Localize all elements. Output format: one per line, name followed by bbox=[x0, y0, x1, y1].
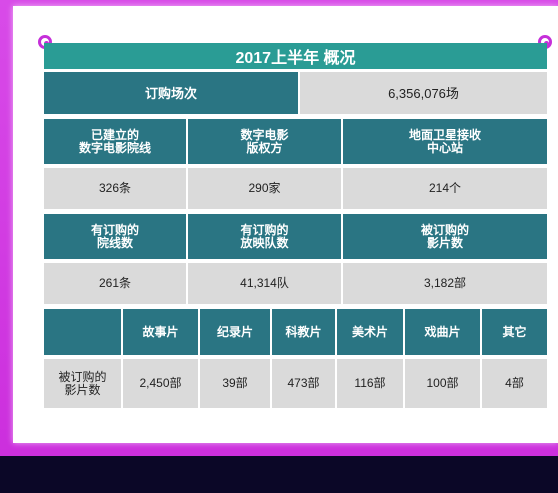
genre-value-other: 4部 bbox=[482, 359, 547, 408]
infra-header-copyright-owners: 数字电影 版权方 bbox=[188, 119, 341, 164]
genre-value-feature: 2,450部 bbox=[123, 359, 198, 408]
genre-header-documentary: 纪录片 bbox=[200, 309, 270, 355]
genre-value-opera: 100部 bbox=[405, 359, 480, 408]
genre-header-corner bbox=[44, 309, 121, 355]
genre-value-documentary: 39部 bbox=[200, 359, 270, 408]
orders-value-lines: 261条 bbox=[44, 263, 186, 304]
infra-header-satellite-stations: 地面卫星接收 中心站 bbox=[343, 119, 547, 164]
genre-row-label: 被订购的 影片数 bbox=[44, 359, 121, 408]
summary-label: 订购场次 bbox=[44, 72, 298, 114]
genre-header-feature: 故事片 bbox=[123, 309, 198, 355]
page-title: 2017上半年 概况 bbox=[44, 43, 547, 69]
genre-header-animation: 美术片 bbox=[337, 309, 403, 355]
genre-header-other: 其它 bbox=[482, 309, 547, 355]
infra-value-copyright-owners: 290家 bbox=[188, 168, 341, 209]
infra-header-cinema-lines: 已建立的 数字电影院线 bbox=[44, 119, 186, 164]
footer-band bbox=[0, 456, 558, 493]
infra-value-satellite-stations: 214个 bbox=[343, 168, 547, 209]
genre-header-opera: 戏曲片 bbox=[405, 309, 480, 355]
summary-value: 6,356,076场 bbox=[300, 72, 547, 114]
genre-value-science: 473部 bbox=[272, 359, 335, 408]
orders-value-teams: 41,314队 bbox=[188, 263, 341, 304]
genre-header-science: 科教片 bbox=[272, 309, 335, 355]
infra-value-cinema-lines: 326条 bbox=[44, 168, 186, 209]
orders-header-lines: 有订购的 院线数 bbox=[44, 214, 186, 259]
genre-value-animation: 116部 bbox=[337, 359, 403, 408]
orders-header-films: 被订购的 影片数 bbox=[343, 214, 547, 259]
orders-header-teams: 有订购的 放映队数 bbox=[188, 214, 341, 259]
orders-value-films: 3,182部 bbox=[343, 263, 547, 304]
